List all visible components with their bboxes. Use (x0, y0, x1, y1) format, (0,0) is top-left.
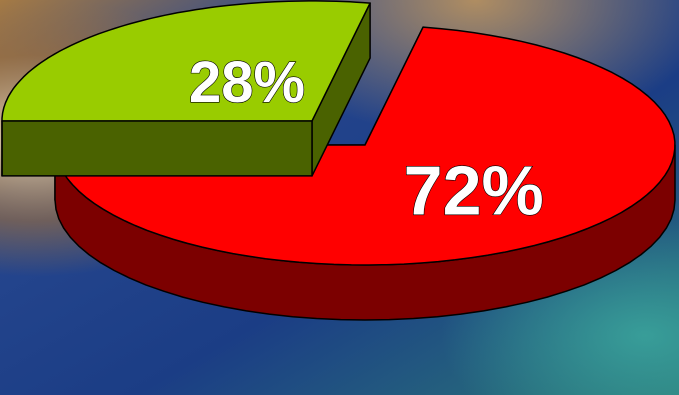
pie-slice-2-wall-2 (2, 121, 312, 176)
pie-slice-1-label: 72% (404, 151, 544, 229)
pie-slice-2-label: 28% (189, 50, 305, 115)
